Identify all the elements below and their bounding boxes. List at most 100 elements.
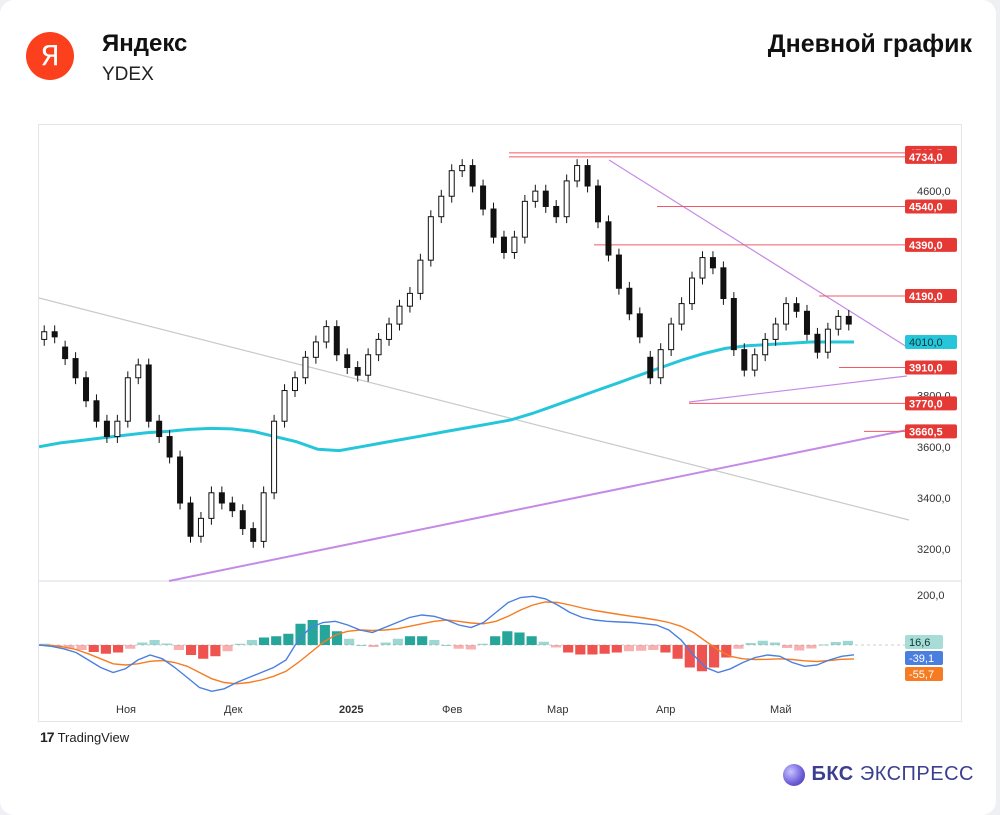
candle-body [281,390,288,422]
macd-label-box [905,635,943,649]
candle-body [406,292,413,307]
candle-body [208,492,215,519]
candle-body [783,303,790,325]
candle-body [333,326,340,356]
macd-histogram-bar [538,641,549,645]
macd-histogram-bar [636,645,647,651]
candle-body [375,338,382,356]
macd-histogram-bar [526,636,537,645]
macd-histogram-bar [64,645,75,649]
macd-histogram-bar [453,645,464,649]
time-axis-label: Ноя [116,704,136,716]
time-axis-label: Фев [442,704,462,716]
macd-histogram-bar [295,623,306,645]
time-axis-label: Мар [547,704,569,716]
price-tick-label: 4600,0 [917,186,951,198]
candle-body [218,492,225,504]
candle-body [302,356,309,379]
macd-histogram-bar [404,636,416,645]
candle-body [260,492,267,542]
macd-histogram-bar [794,645,805,651]
candle-body [103,420,110,438]
macd-histogram-bar [550,645,562,648]
macd-histogram-bar [782,645,793,648]
candle-body [741,349,748,371]
macd-histogram-bar [246,640,257,645]
yandex-logo: Я [26,32,74,80]
macd-histogram-bar [757,640,768,645]
macd-histogram-bar [818,644,829,646]
level-label-box [905,396,957,411]
candle-body [657,349,664,379]
level-label: 3660,5 [909,426,943,438]
level-label: 4390,0 [909,240,943,252]
candle-body [344,354,351,369]
candle-body [689,277,696,305]
time-axis-label: Дек [224,704,243,716]
candle-body [323,326,330,343]
macd-histogram-bar [210,645,221,657]
candle-body [845,315,852,325]
level-label: 4190,0 [909,291,943,303]
candle-body [814,333,821,353]
candle-body [605,221,612,256]
price-tick-label: 3400,0 [917,493,951,505]
macd-histogram-bar [490,636,501,645]
candle-body [135,364,142,379]
company-name: Яндекс [102,30,188,57]
macd-signal-label: -55,7 [909,669,934,681]
candle-body [156,420,163,438]
candle-body [124,377,131,422]
macd-histogram-bar [76,645,87,650]
macd-histogram-bar [806,645,817,649]
ma-label: 4010,0 [909,337,943,349]
macd-histogram-bar [356,645,367,646]
candle-body [229,502,236,512]
candle-body [772,323,779,340]
candle-body [824,328,831,353]
bks-brand-word: БКС [811,763,854,785]
candle-body [62,346,69,360]
macd-histogram-bar [258,637,270,645]
macd-line [39,595,855,693]
macd-label-box [905,667,943,681]
candle-body [448,170,455,197]
macd-histogram-bar [185,645,197,655]
level-label: 4734,0 [909,152,943,164]
price-chart[interactable]: 4600,03800,03600,03400,03200,04749,54734… [39,125,961,721]
candle-body [500,236,507,253]
macd-label-box [905,651,943,665]
logo-letter: Я [40,39,60,72]
candle-body [239,510,246,530]
macd-histogram-bar [514,632,525,645]
macd-histogram-bar [563,645,574,653]
macd-histogram-bar [745,643,756,645]
macd-histogram-bar [417,636,428,645]
level-label-box [905,199,957,214]
macd-histogram-bar [660,645,671,653]
time-axis-label: Апр [656,704,675,716]
macd-histogram-bar [368,645,379,647]
candle-body [647,356,654,379]
moving-average-line [39,340,854,453]
ticker: YDEX [102,64,154,85]
level-label: 4540,0 [909,201,943,213]
macd-histogram-bar [112,645,124,653]
level-label-box [905,360,957,375]
candle-body [166,436,173,458]
level-label: 3910,0 [909,363,943,375]
candle-body [542,190,549,207]
level-label: 3770,0 [909,398,943,410]
price-tick-label: 3200,0 [917,544,951,556]
candle-body [72,358,79,379]
candle-body [41,331,48,340]
bks-suffix-word: ЭКСПРЕСС [859,763,974,785]
macd-histogram-bar [392,638,403,645]
candle-body [709,257,716,269]
chart-container: 4600,03800,03600,03400,03200,04749,54734… [38,124,962,722]
macd-histogram-bar [380,642,391,645]
macd-histogram-bar [502,631,513,645]
candle-body [396,305,403,325]
macd-histogram-bar [733,645,744,649]
macd-histogram-bar [137,642,148,645]
